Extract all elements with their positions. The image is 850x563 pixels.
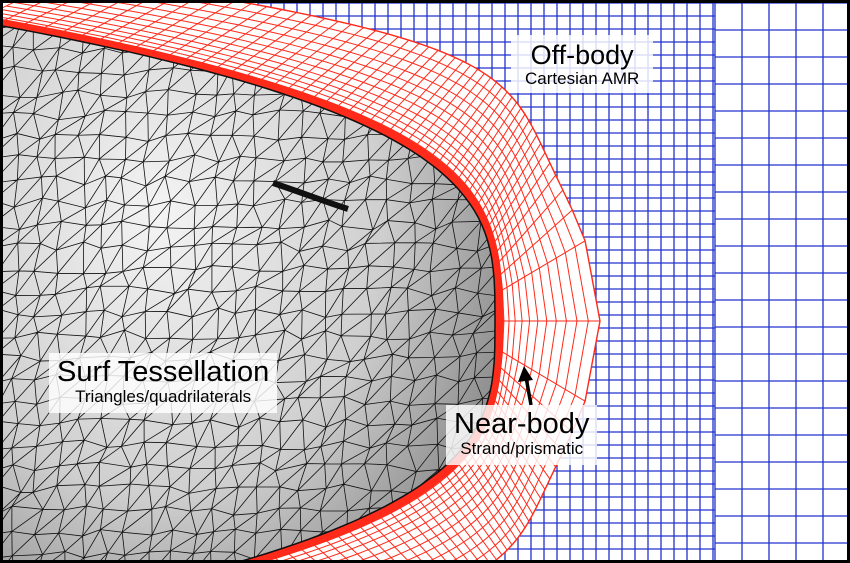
surface-title: Surf Tessellation [57,356,270,388]
off-body-subtitle: Cartesian AMR [525,69,640,89]
mesh-figure [3,3,847,560]
near-body-title: Near-body [454,408,590,440]
off-body-label: Off-body Cartesian AMR [511,35,654,93]
near-body-label: Near-body Strand/prismatic [446,405,598,465]
off-body-title: Off-body [530,40,634,70]
surface-subtitle: Triangles/quadrilaterals [75,387,252,407]
surface-label: Surf Tessellation Triangles/quadrilatera… [49,353,278,413]
surface-tessellation [3,3,496,560]
near-body-subtitle: Strand/prismatic [460,439,584,459]
arrow-up-icon [518,366,533,406]
